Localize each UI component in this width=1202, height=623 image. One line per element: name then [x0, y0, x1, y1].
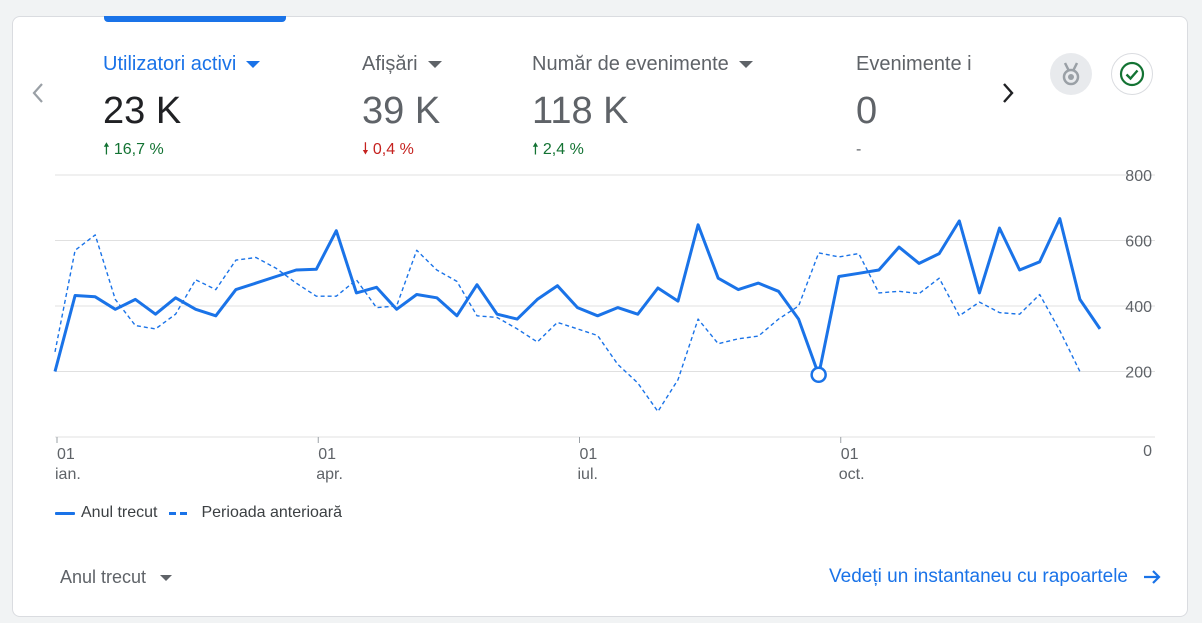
arrow-right-icon	[1144, 570, 1161, 584]
y-tick-label: 400	[1125, 299, 1152, 316]
caret-down-icon	[246, 60, 261, 68]
chart-legend: Anul trecut Perioada anterioară	[55, 504, 354, 522]
series-line-last-year	[53, 217, 1102, 377]
x-tick-day: 01	[580, 446, 598, 463]
x-tick-day: 01	[841, 446, 859, 463]
y-tick-label: 200	[1125, 365, 1152, 382]
dashed-line-swatch	[169, 511, 190, 515]
arrow-up-icon: 🠕	[532, 141, 539, 158]
arrow-down-icon: 🠗	[362, 141, 369, 158]
metric-change: 0,4 %	[372, 141, 414, 158]
x-tick-month: ian.	[55, 466, 81, 483]
metric-label: Evenimente i	[856, 53, 972, 75]
x-tick-month: iul.	[578, 466, 598, 483]
x-tick-month: oct.	[839, 466, 865, 483]
highlight-point	[810, 366, 827, 384]
metric-tab-active-users[interactable]: Utilizatori activi 23 K 🠕 16,7 %	[103, 50, 261, 160]
medal-icon	[1062, 62, 1080, 86]
caret-down-icon	[160, 574, 173, 581]
metric-change: -	[856, 141, 862, 158]
insights-badge-button[interactable]	[1050, 53, 1092, 95]
line-chart: 800 600 400 200 0 01 ian. 01 apr. 01 iul. 01 oct.	[53, 168, 1155, 483]
metric-value: 39 K	[362, 90, 441, 132]
link-label: Vedeți un instantaneu cu rapoartele	[829, 566, 1128, 587]
caret-down-icon	[427, 60, 442, 68]
metric-label: Număr de evenimente	[532, 53, 729, 75]
metric-change: 16,7 %	[113, 141, 164, 158]
x-tick-day: 01	[318, 446, 336, 463]
chevron-left-icon	[32, 83, 43, 103]
check-circle-icon	[1119, 61, 1145, 87]
solid-line-swatch	[55, 511, 75, 515]
date-range-dropdown[interactable]: Anul trecut	[60, 567, 173, 588]
previous-metrics-button[interactable]	[26, 78, 50, 108]
legend-label: Anul trecut	[81, 504, 158, 521]
series-line-previous-period	[54, 234, 1081, 413]
date-range-label: Anul trecut	[60, 567, 147, 587]
x-tick-month: apr.	[316, 466, 343, 483]
metric-tab-event-count[interactable]: Număr de evenimente 118 K 🠕 2,4 %	[532, 50, 753, 160]
metric-change: 2,4 %	[542, 141, 584, 158]
arrow-up-icon: 🠕	[103, 141, 110, 158]
metric-label: Utilizatori activi	[103, 53, 237, 75]
y-tick-label: 600	[1125, 234, 1152, 251]
y-tick-label: 800	[1125, 168, 1152, 185]
metric-value: 23 K	[103, 90, 182, 132]
metric-value: 118 K	[532, 90, 629, 132]
y-tick-label: 0	[1143, 443, 1152, 460]
metric-label: Afișări	[362, 53, 418, 75]
summary-card	[12, 16, 1188, 617]
legend-item-last-year: Anul trecut	[55, 504, 157, 522]
next-metrics-button[interactable]	[996, 78, 1020, 108]
caret-down-icon	[738, 60, 753, 68]
metric-tab-views[interactable]: Afișări 39 K 🠗 0,4 %	[362, 50, 442, 160]
legend-item-previous-period: Perioada anterioară	[169, 504, 342, 522]
active-tab-indicator	[104, 16, 286, 22]
chevron-right-icon	[1003, 83, 1014, 103]
metric-value: 0	[856, 90, 878, 132]
reports-snapshot-link[interactable]: Vedeți un instantaneu cu rapoartele	[829, 566, 1162, 588]
metric-tab-key-events[interactable]: Evenimente i 0 -	[856, 50, 980, 160]
legend-label: Perioada anterioară	[201, 504, 343, 521]
data-quality-button[interactable]	[1111, 53, 1153, 95]
x-tick-day: 01	[57, 446, 75, 463]
